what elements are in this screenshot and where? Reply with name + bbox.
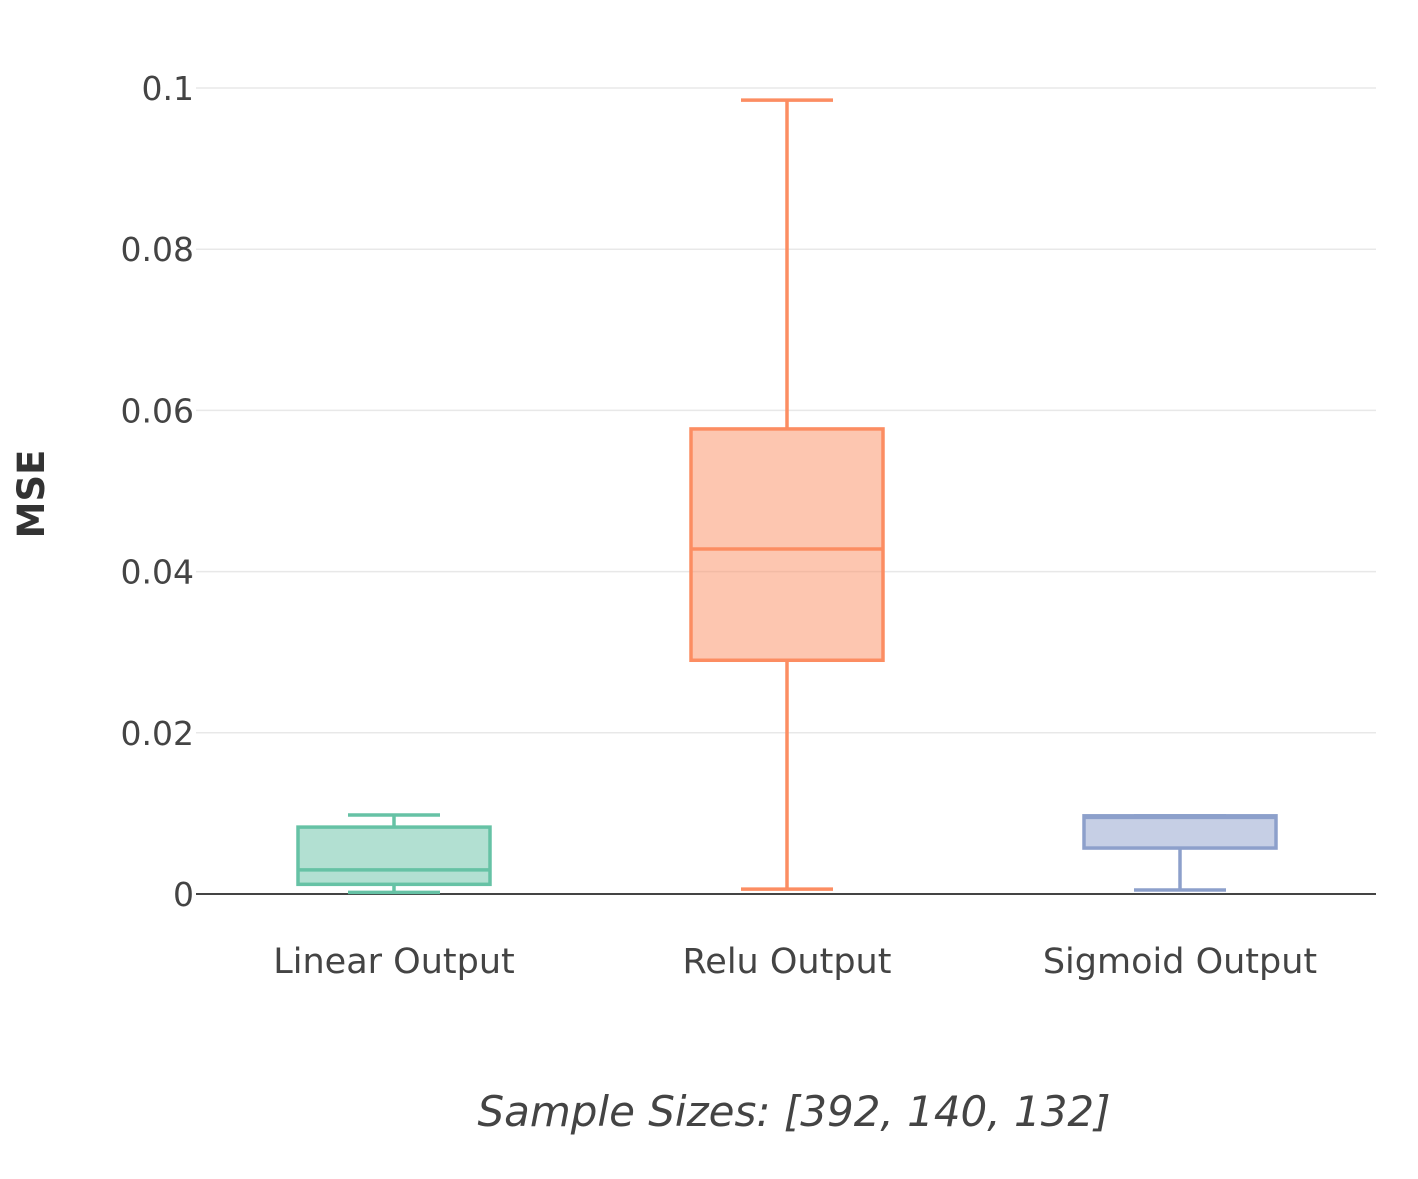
y-tick-label: 0.08	[121, 230, 194, 269]
y-tick-label: 0.1	[142, 69, 194, 108]
box-linear-output	[296, 813, 492, 895]
boxes	[296, 98, 1278, 895]
box-body	[689, 427, 885, 663]
y-tick-label: 0.04	[121, 553, 194, 592]
box-sigmoid-output	[1082, 814, 1278, 892]
box-body	[1082, 814, 1278, 850]
box-body	[296, 825, 492, 887]
box-relu-output	[689, 98, 885, 891]
y-tick-label: 0.06	[121, 391, 194, 430]
y-axis-ticks: 0 0.02 0.04 0.06 0.08 0.1	[121, 69, 194, 914]
x-axis-title: Sample Sizes: [392, 140, 132]	[477, 1087, 1110, 1136]
x-category-label: Linear Output	[273, 942, 514, 982]
y-axis-title: MSE	[10, 450, 53, 539]
y-tick-label: 0.02	[121, 714, 194, 753]
x-axis-categories: Linear Output Relu Output Sigmoid Output	[273, 942, 1317, 982]
y-tick-label: 0	[173, 875, 194, 914]
x-category-label: Sigmoid Output	[1043, 942, 1317, 982]
x-category-label: Relu Output	[683, 942, 892, 982]
